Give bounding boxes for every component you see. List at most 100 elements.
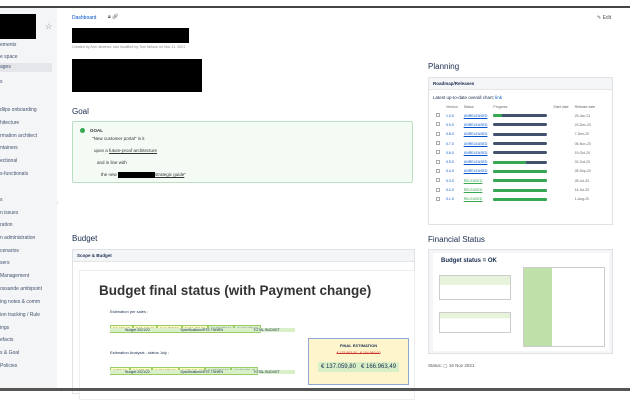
strategy-link[interactable]: strategic guide: [155, 172, 185, 178]
release-row: 0.1.0 RELEASED 1-Aug-20: [433, 195, 598, 204]
goal-line3: and in line with: [97, 160, 127, 165]
estimation-row-1-labels: Budget 2021/22 Specifications/RTE TNNRN TO…: [110, 328, 295, 332]
status-link[interactable]: RELEASED: [463, 178, 483, 183]
sidebar-item[interactable]: rmation architect: [0, 133, 37, 139]
restriction-icon[interactable]: 🔒︎ 🔗︎: [108, 14, 119, 20]
release-date: 02-Oct-20: [574, 160, 591, 165]
row-checkbox[interactable]: [433, 185, 443, 194]
version-link[interactable]: 0.5.0: [446, 160, 454, 165]
final-new-value: € 137.059,80: [320, 364, 356, 370]
sidebar-item[interactable]: ntainers: [0, 145, 18, 151]
sidebar-resize-handle[interactable]: ‹: [57, 200, 59, 206]
version-link[interactable]: 0.3.0: [446, 178, 454, 183]
status-link[interactable]: UNRELEASED: [463, 160, 488, 165]
sidebar-item[interactable]: ration: [0, 222, 13, 228]
sidebar-item[interactable]: n issues: [0, 210, 19, 216]
budget-slide[interactable]: Budget final status (with Payment change…: [79, 270, 415, 400]
progress-bar: [490, 195, 550, 204]
sidebar-item[interactable]: s: [0, 197, 3, 203]
row-checkbox[interactable]: [433, 176, 443, 185]
release-row: 0.7.0 UNRELEASED 05-Nov-20: [433, 139, 598, 148]
goal-panel: GOAL "New customer portal" is it upon a …: [72, 121, 413, 183]
status-link[interactable]: UNRELEASED: [463, 141, 488, 146]
sidebar-item[interactable]: n administration: [0, 235, 36, 241]
status-link[interactable]: UNRELEASED: [463, 113, 488, 118]
space-logo: [0, 14, 36, 39]
sidebar-item[interactable]: Policies: [0, 363, 18, 369]
slide-title: Budget final status (with Payment change…: [99, 283, 372, 298]
version-link[interactable]: 0.7.0: [446, 141, 454, 146]
version-link[interactable]: 0.6.0: [446, 150, 454, 155]
sidebar-item[interactable]: [0, 90, 57, 99]
page-meta: Created by Ann Jimenez, last modified by…: [72, 45, 186, 49]
sidebar-item[interactable]: sers: [0, 260, 10, 266]
sidebar-item[interactable]: cenarios: [0, 248, 19, 254]
column-header: Start date: [553, 105, 569, 109]
release-date: 28-Jul-20: [574, 178, 590, 183]
status-link[interactable]: UNRELEASED: [463, 122, 488, 127]
version-link[interactable]: 0.4.0: [446, 169, 454, 174]
planning-panel: Roadmap/Releases Latest up-to-date overa…: [428, 77, 613, 225]
row-checkbox[interactable]: [433, 157, 443, 166]
start-date: [550, 139, 571, 148]
version-link[interactable]: 0.1.0: [446, 197, 454, 202]
sidebar-item[interactable]: s: [0, 79, 3, 85]
edit-button[interactable]: ✎ Edit: [597, 15, 611, 21]
sidebar-item[interactable]: ectional: [0, 158, 18, 164]
start-date: [550, 176, 571, 185]
version-link[interactable]: 0.8.0: [446, 132, 454, 137]
release-date: 14-Jul-20: [574, 188, 590, 193]
status-link[interactable]: UNRELEASED: [463, 169, 488, 174]
row-checkbox[interactable]: [433, 111, 443, 120]
sidebar-item[interactable]: dlips onboarding: [0, 107, 37, 113]
row-checkbox[interactable]: [433, 139, 443, 148]
financial-image[interactable]: Budget status = OK: [428, 249, 613, 354]
sidebar-item[interactable]: s & Goal: [0, 350, 20, 356]
estimation-label: Estimation per sales :: [110, 309, 149, 314]
edit-label: Edit: [602, 15, 612, 21]
start-date: [550, 111, 571, 120]
status-link[interactable]: UNRELEASED: [463, 150, 488, 155]
release-date: 28-Sep-20: [574, 169, 591, 174]
goal-heading: Goal: [72, 107, 89, 116]
page-title-redacted: [72, 28, 189, 43]
final-estimation-box: FINAL ESTIMATION € 133.953,00 € 164.980,…: [308, 338, 409, 385]
sidebar-item[interactable]: hitecture: [0, 120, 20, 126]
release-date: 05-Nov-20: [574, 141, 591, 146]
version-link[interactable]: 0.2.0: [446, 188, 454, 193]
budget-panel-title: Scope & Budget: [73, 250, 414, 262]
chart-link[interactable]: link: [495, 95, 503, 100]
release-row: 0.3.0 RELEASED 28-Jul-20: [433, 176, 598, 185]
sidebar-item[interactable]: ings: [0, 325, 10, 331]
sidebar-item[interactable]: ion tracking / Rule: [0, 312, 41, 318]
breadcrumb[interactable]: Dashboard: [72, 15, 97, 21]
row-checkbox[interactable]: [433, 148, 443, 157]
mini-table: [439, 275, 511, 300]
version-link[interactable]: 0.9.0: [446, 122, 454, 127]
sidebar-item[interactable]: ing notes & comm: [0, 299, 41, 305]
architecture-link[interactable]: future-proof architecture: [109, 148, 158, 153]
sidebar-item[interactable]: e space: [0, 54, 18, 60]
window-border-bottom: [0, 388, 630, 391]
status-link[interactable]: UNRELEASED: [463, 132, 488, 137]
row-checkbox[interactable]: [433, 130, 443, 139]
pencil-icon: ✎: [597, 15, 602, 21]
column-header: Version: [446, 105, 458, 109]
start-date: [550, 185, 571, 194]
row-checkbox[interactable]: [433, 167, 443, 176]
release-date: 1-Aug-20: [574, 197, 590, 202]
status-link[interactable]: RELEASED: [463, 197, 483, 202]
sidebar-item[interactable]: Management: [0, 273, 30, 279]
row-checkbox[interactable]: [433, 195, 443, 204]
sidebar-item[interactable]: ages: [0, 63, 52, 72]
goal-line1: "New customer portal" is it: [92, 136, 145, 141]
star-icon[interactable]: ☆: [45, 22, 53, 31]
sidebar-item[interactable]: efacts: [0, 337, 14, 343]
row-checkbox[interactable]: [433, 120, 443, 129]
sidebar-item[interactable]: s-functionals: [0, 171, 29, 177]
goal-text: upon a: [94, 148, 110, 153]
status-link[interactable]: RELEASED: [463, 188, 483, 193]
sidebar-item[interactable]: ements: [0, 42, 17, 48]
version-link[interactable]: 1.0.0: [446, 113, 454, 118]
sidebar-item[interactable]: ossande ambipoint: [0, 286, 42, 292]
